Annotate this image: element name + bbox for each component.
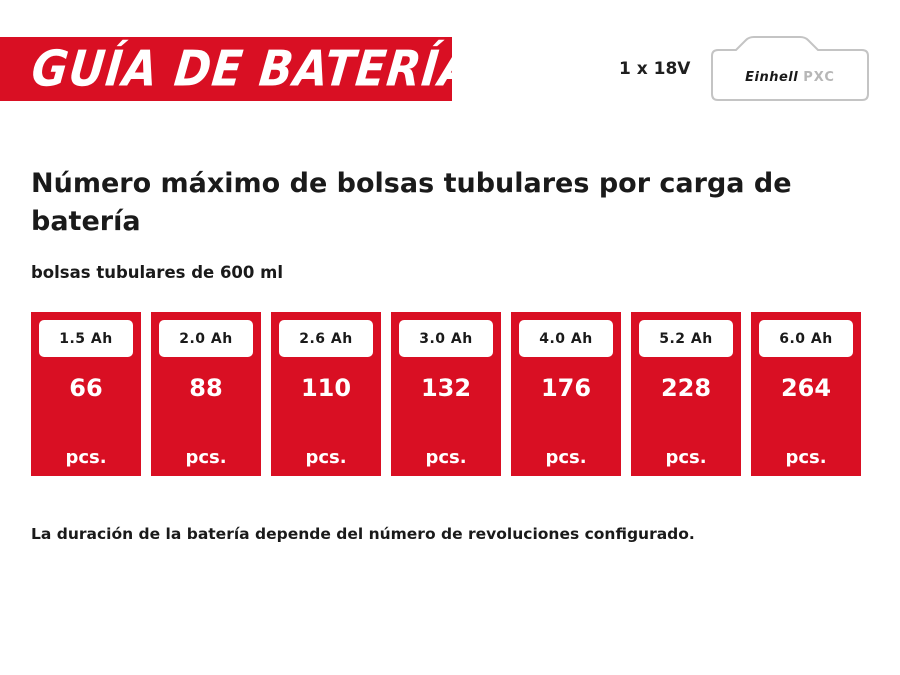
battery-logo: Einhell PXC	[708, 36, 872, 102]
battery-card: 4.0 Ah 176 pcs.	[511, 312, 621, 476]
title-banner: GUÍA DE BATERÍAS	[0, 37, 510, 101]
capacity-label: 2.6 Ah	[279, 320, 373, 357]
unit-label: pcs.	[305, 447, 347, 468]
footnote: La duración de la batería depende del nú…	[31, 525, 695, 543]
battery-card: 2.6 Ah 110 pcs.	[271, 312, 381, 476]
bag-count: 88	[189, 374, 223, 402]
battery-card: 2.0 Ah 88 pcs.	[151, 312, 261, 476]
unit-label: pcs.	[665, 447, 707, 468]
unit-label: pcs.	[65, 447, 107, 468]
bag-count: 110	[300, 374, 352, 402]
capacity-label: 4.0 Ah	[519, 320, 613, 357]
battery-outline-icon	[711, 36, 869, 101]
bag-count: 176	[540, 374, 592, 402]
bag-count: 228	[660, 374, 712, 402]
battery-brand-text: Einhell PXC	[708, 70, 872, 85]
battery-cards: 1.5 Ah 66 pcs. 2.0 Ah 88 pcs. 2.6 Ah 110…	[31, 312, 863, 476]
battery-card: 3.0 Ah 132 pcs.	[391, 312, 501, 476]
battery-card: 1.5 Ah 66 pcs.	[31, 312, 141, 476]
battery-card: 5.2 Ah 228 pcs.	[631, 312, 741, 476]
bag-count: 132	[420, 374, 472, 402]
capacity-label: 5.2 Ah	[639, 320, 733, 357]
section-heading: Número máximo de bolsas tubulares por ca…	[31, 168, 792, 237]
capacity-label: 3.0 Ah	[399, 320, 493, 357]
unit-label: pcs.	[545, 447, 587, 468]
bag-count: 264	[780, 374, 832, 402]
page-title: GUÍA DE BATERÍAS	[28, 40, 510, 98]
brand-name: Einhell	[745, 70, 799, 85]
battery-card: 6.0 Ah 264 pcs.	[751, 312, 861, 476]
section-subheading: bolsas tubulares de 600 ml	[31, 263, 283, 282]
bag-count: 66	[69, 374, 103, 402]
capacity-label: 1.5 Ah	[39, 320, 133, 357]
voltage-label: 1 x 18V	[619, 59, 691, 79]
unit-label: pcs.	[425, 447, 467, 468]
system-name: PXC	[803, 70, 835, 85]
capacity-label: 2.0 Ah	[159, 320, 253, 357]
unit-label: pcs.	[185, 447, 227, 468]
unit-label: pcs.	[785, 447, 827, 468]
capacity-label: 6.0 Ah	[759, 320, 853, 357]
